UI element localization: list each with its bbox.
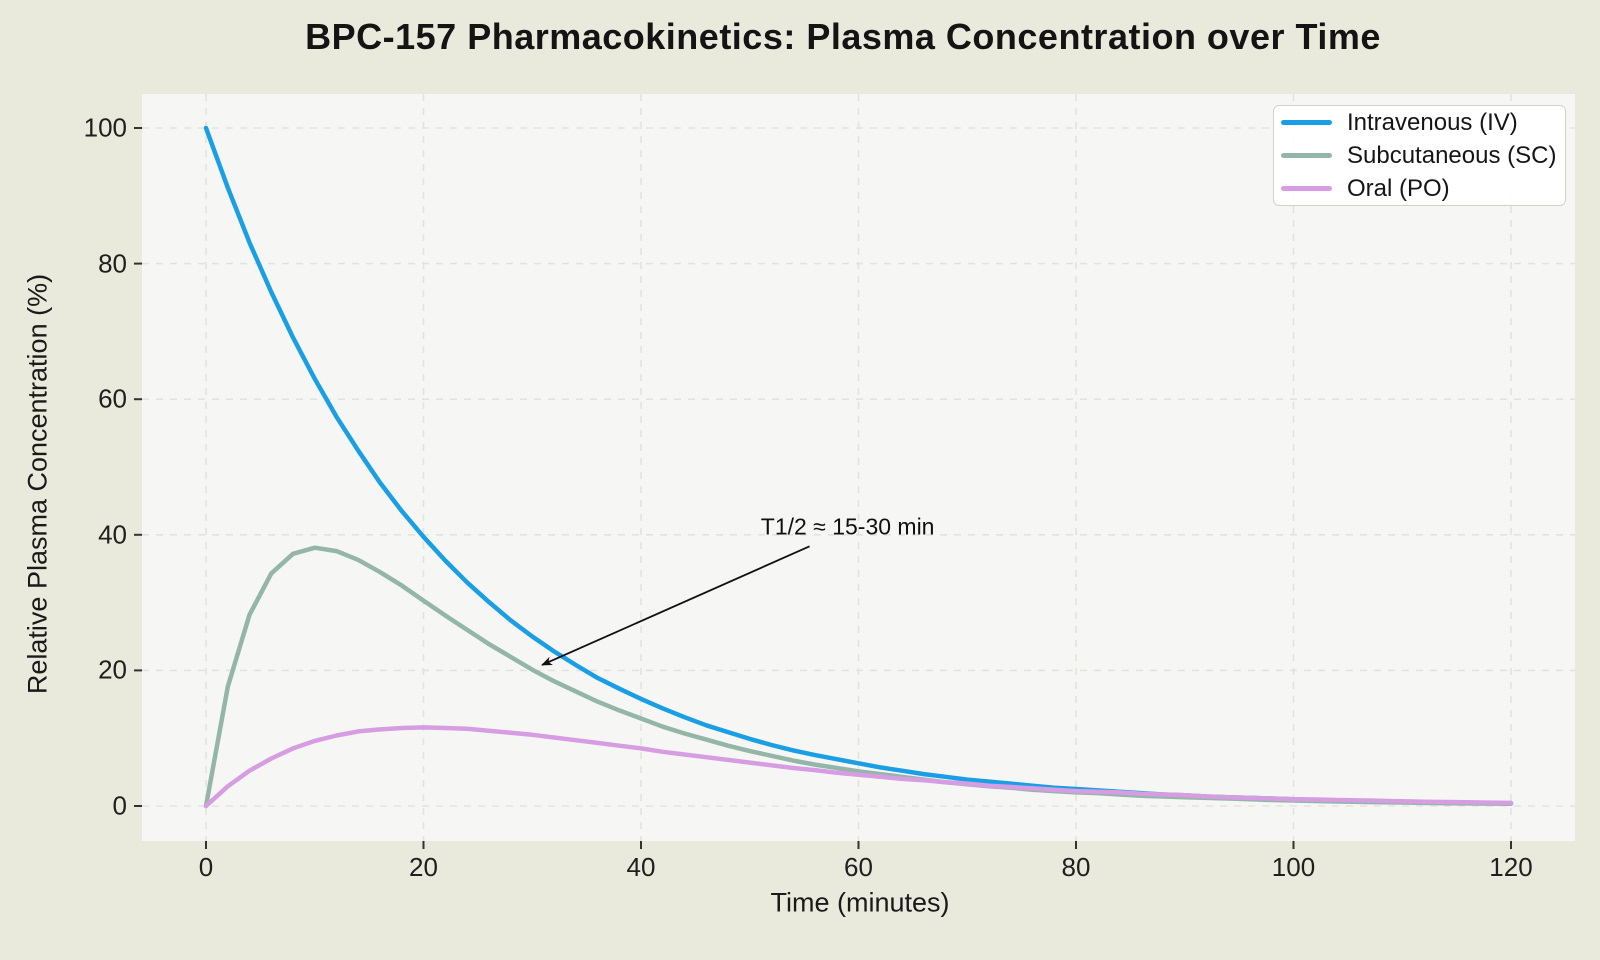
x-tick-label: 0 [198, 852, 214, 882]
y-tick-label: 80 [98, 248, 127, 279]
x-tick-label: 100 [1271, 852, 1316, 882]
legend: Intravenous (IV) Subcutaneous (SC) Oral (P… [1273, 105, 1566, 206]
annotation-text: T1/2 ≈ 15-30 min [760, 513, 935, 540]
x-tick-label: 20 [409, 852, 438, 882]
legend-label: Oral (PO) [1347, 174, 1450, 202]
annotation-arrow [541, 545, 810, 666]
series-lines [203, 125, 1514, 809]
x-tick-label: 80 [1061, 852, 1091, 882]
series-line-oral-po [203, 725, 1514, 809]
legend-label: Intravenous (IV) [1347, 108, 1518, 136]
x-tick-label: 60 [844, 852, 873, 882]
y-axis-label: Relative Plasma Concentration (%) [22, 273, 53, 695]
legend-label: Subcutaneous (SC) [1347, 141, 1557, 169]
y-tick-label: 0 [112, 790, 127, 821]
x-tick-label: 40 [626, 852, 656, 882]
annotation-arrow-line [541, 545, 810, 666]
legend-item: Oral (PO) [1281, 172, 1565, 205]
y-tick-label: 20 [98, 654, 127, 685]
x-axis-label: Time (minutes) [770, 887, 950, 918]
legend-swatch-icon [1281, 186, 1332, 191]
y-tick-label: 100 [83, 112, 127, 143]
legend-item: Intravenous (IV) [1281, 106, 1565, 139]
y-tick-label: 60 [98, 383, 127, 414]
x-tick-label: 120 [1489, 852, 1533, 882]
legend-item: Subcutaneous (SC) [1281, 139, 1565, 172]
legend-swatch-icon [1281, 120, 1332, 125]
legend-swatch-icon [1281, 153, 1332, 158]
axis-ticks [134, 127, 1512, 849]
grid-lines [142, 94, 1575, 841]
y-tick-label: 40 [98, 519, 127, 550]
chart-title: BPC-157 Pharmacokinetics: Plasma Concent… [305, 16, 1381, 57]
